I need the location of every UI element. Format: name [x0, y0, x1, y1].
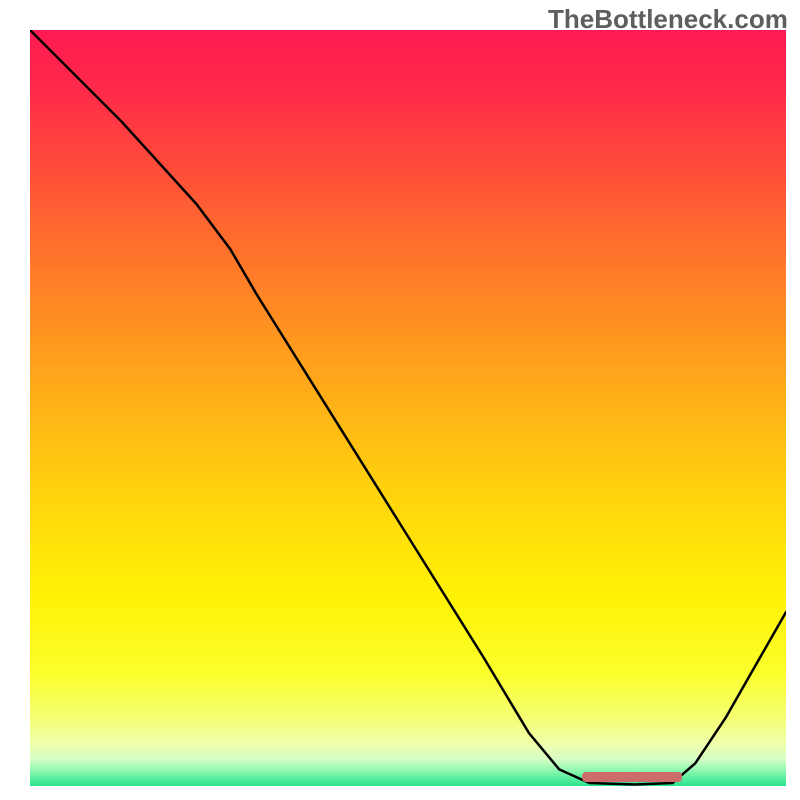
watermark-text: TheBottleneck.com: [548, 4, 788, 35]
optimal-range-marker: [582, 772, 682, 782]
curve-layer: [30, 30, 786, 786]
chart-container: TheBottleneck.com: [0, 0, 800, 800]
plot-area: [30, 30, 786, 786]
bottleneck-curve: [30, 30, 786, 784]
